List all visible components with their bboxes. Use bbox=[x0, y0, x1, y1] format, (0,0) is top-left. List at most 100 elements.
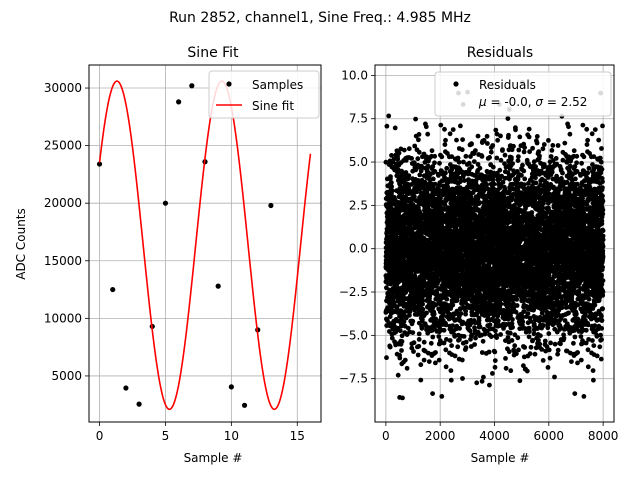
legend-samples-marker bbox=[226, 81, 231, 86]
residual-point bbox=[516, 348, 521, 353]
residual-point bbox=[438, 123, 443, 128]
residual-point bbox=[424, 311, 429, 316]
residual-point bbox=[420, 326, 425, 331]
residual-point bbox=[449, 378, 454, 383]
residual-point bbox=[512, 343, 517, 348]
residual-point bbox=[462, 334, 467, 339]
residual-point bbox=[433, 182, 438, 187]
residual-point bbox=[432, 312, 437, 317]
residual-point bbox=[398, 328, 403, 333]
residual-point bbox=[499, 302, 504, 307]
figure-suptitle: Run 2852, channel1, Sine Freq.: 4.985 MH… bbox=[169, 10, 471, 26]
residual-point bbox=[476, 134, 481, 139]
residual-point bbox=[510, 161, 515, 166]
residual-point bbox=[504, 366, 509, 371]
residual-point bbox=[489, 334, 494, 339]
residual-point bbox=[498, 332, 503, 337]
y-tick-label: 30000 bbox=[44, 81, 82, 95]
residual-point bbox=[510, 338, 515, 343]
residual-point bbox=[506, 335, 511, 340]
residual-point bbox=[451, 127, 456, 132]
sample-point bbox=[268, 203, 273, 208]
residual-point bbox=[510, 317, 515, 322]
residual-point bbox=[487, 155, 492, 160]
residual-point bbox=[490, 371, 495, 376]
residual-point bbox=[395, 157, 400, 162]
residual-point bbox=[458, 124, 463, 129]
residual-point bbox=[443, 171, 448, 176]
residual-point bbox=[403, 358, 408, 363]
residual-point bbox=[431, 177, 436, 182]
residual-point bbox=[416, 353, 421, 358]
residual-point bbox=[480, 350, 485, 355]
residual-point bbox=[413, 117, 418, 122]
residual-point bbox=[384, 355, 389, 360]
residual-point bbox=[415, 156, 420, 161]
residual-point bbox=[437, 358, 442, 363]
residual-point bbox=[443, 347, 448, 352]
y-tick-label: 15000 bbox=[44, 254, 82, 268]
residual-point bbox=[399, 169, 404, 174]
residual-point bbox=[473, 336, 478, 341]
residual-point bbox=[430, 148, 435, 153]
residual-point bbox=[427, 359, 432, 364]
residual-point bbox=[457, 160, 462, 165]
residual-point bbox=[430, 335, 435, 340]
residual-point bbox=[421, 307, 426, 312]
residual-point bbox=[409, 156, 414, 161]
residual-point bbox=[501, 180, 506, 185]
residual-point bbox=[493, 328, 498, 333]
residual-point bbox=[481, 339, 486, 344]
residual-point bbox=[474, 380, 479, 385]
residual-point bbox=[492, 350, 497, 355]
residual-point bbox=[506, 133, 511, 138]
residual-point bbox=[490, 143, 495, 148]
sample-point bbox=[176, 99, 181, 104]
residual-point bbox=[411, 349, 416, 354]
sine-fit-xlabel: Sample # bbox=[184, 451, 243, 465]
residual-point bbox=[460, 376, 465, 381]
y-tick-label: 25000 bbox=[44, 139, 82, 153]
residual-point bbox=[503, 356, 508, 361]
residual-point bbox=[487, 350, 492, 355]
x-tick-label: 5 bbox=[162, 429, 170, 443]
residual-point bbox=[420, 302, 425, 307]
residual-point bbox=[417, 332, 422, 337]
residual-point bbox=[439, 154, 444, 159]
residual-point bbox=[481, 375, 486, 380]
residual-point bbox=[400, 396, 405, 401]
residual-point bbox=[456, 156, 461, 161]
residual-point bbox=[407, 146, 412, 151]
residual-point bbox=[417, 150, 422, 155]
residual-point bbox=[515, 335, 520, 340]
residual-point bbox=[439, 394, 444, 399]
residual-point bbox=[430, 391, 435, 396]
residual-point bbox=[444, 364, 449, 369]
residual-point bbox=[464, 154, 469, 159]
residual-point bbox=[464, 345, 469, 350]
residual-point bbox=[399, 348, 404, 353]
sample-point bbox=[242, 403, 247, 408]
residual-point bbox=[449, 343, 454, 348]
residual-point bbox=[449, 368, 454, 373]
x-tick-label: 0 bbox=[96, 429, 104, 443]
sine-fit-ylabel: ADC Counts bbox=[14, 208, 28, 280]
residual-point bbox=[503, 153, 508, 158]
residual-point bbox=[480, 379, 485, 384]
sine-fit-legend: Samples Sine fit bbox=[209, 71, 319, 118]
residual-point bbox=[478, 166, 483, 171]
residual-point bbox=[432, 160, 437, 165]
residual-point bbox=[443, 138, 448, 143]
residual-point bbox=[422, 340, 427, 345]
residual-point bbox=[417, 132, 422, 137]
residual-point bbox=[436, 173, 441, 178]
residual-point bbox=[422, 358, 427, 363]
residual-point bbox=[494, 156, 499, 161]
residual-point bbox=[437, 161, 442, 166]
residual-point bbox=[385, 124, 390, 129]
residual-point bbox=[457, 326, 462, 331]
residual-point bbox=[429, 341, 434, 346]
residual-point bbox=[516, 177, 521, 182]
residual-point bbox=[453, 354, 458, 359]
